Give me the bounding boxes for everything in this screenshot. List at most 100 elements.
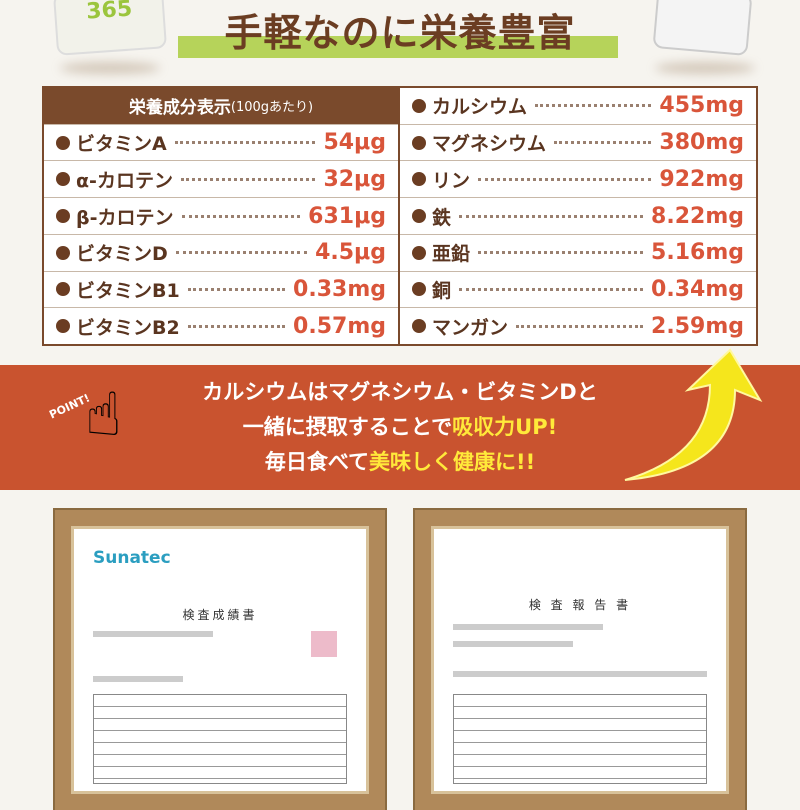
nutrient-value: 455mg [659,93,744,119]
nutrient-row: α-カロテン 32μg [44,161,398,199]
dotted-leader [181,214,301,218]
nutrition-column-right: カルシウム 455mg マグネシウム 380mg リン 922mg 鉄 8.22mg 亜鉛 5.1… [400,88,756,344]
bullet-icon [56,282,70,297]
doc-title: 検査成績書 [182,608,258,622]
title-underline [178,36,618,58]
banner-line-2: 一緒に摂取することで吸収力UP! [150,410,650,445]
dotted-leader [535,104,652,108]
dotted-leader [459,214,644,218]
nutrient-row: ビタミンB2 0.57mg [44,308,398,344]
doc-text-line [453,641,573,647]
banner-message: カルシウムはマグネシウム・ビタミンDと 一緒に摂取することで吸収力UP! 毎日食… [150,375,650,480]
nutrient-value: 0.34mg [651,276,744,302]
bullet-icon [56,209,70,224]
nutrient-row: ビタミンA 54μg [44,125,398,162]
nutrient-row: マグネシウム 380mg [400,125,756,162]
header-sub: (100gあたり) [230,100,314,116]
nutrient-row: 銅 0.34mg [400,272,756,309]
certificate-frame-2: 検 査 報 告 書 [415,510,745,810]
nutrient-name: ビタミンB1 [76,279,180,302]
nutrient-name: 鉄 [432,206,452,229]
nutrient-value: 2.59mg [651,313,744,339]
bullet-icon [412,135,426,150]
nutrition-table-header: 栄養成分表示 (100gあたり) [44,88,398,125]
nutrient-value: 0.57mg [293,313,386,339]
nutrient-value: 0.33mg [293,276,386,302]
nutrient-row: ビタミンD 4.5μg [44,235,398,272]
nutrient-row: 亜鉛 5.16mg [400,235,756,272]
doc-title: 検 査 報 告 書 [528,598,632,612]
nutrient-name: ビタミンB2 [76,316,180,339]
bullet-icon [412,319,426,334]
nutrient-row: ビタミンB1 0.33mg [44,272,398,309]
nutrient-name: 銅 [432,279,452,302]
sunatec-logo: Sunatec [93,548,171,568]
doc-table [453,694,707,784]
nutrient-row: 鉄 8.22mg [400,198,756,235]
dotted-leader [175,251,308,255]
nutrient-name: リン [432,169,471,192]
bullet-icon [56,319,70,334]
nutrition-table: 栄養成分表示 (100gあたり) ビタミンA 54μg α-カロテン 32μg β-カロテ… [42,86,758,346]
dotted-leader [516,324,644,328]
bullet-icon [56,135,70,150]
bullet-icon [56,245,70,260]
inspection-certificate: Sunatec 検査成績書 [81,536,359,784]
nutrient-row: リン 922mg [400,161,756,199]
bullet-icon [412,209,426,224]
nutrient-value: 631μg [308,203,386,229]
page-title: 手軽なのに栄養豊富 [224,11,576,55]
nutrient-name: ビタミンD [76,243,168,266]
doc-text-line [453,624,603,630]
bullet-icon [412,245,426,260]
curved-arrow-icon [624,348,763,481]
banner-line-3: 毎日食べて美味しく健康に!! [150,445,650,480]
nutrient-name: α-カロテン [76,169,173,192]
product-shadow [655,62,755,74]
bullet-icon [412,172,426,187]
nutrient-name: β-カロテン [76,206,174,229]
nutrient-value: 5.16mg [651,240,744,266]
nutrient-row: カルシウム 455mg [400,88,756,125]
nutrient-row: β-カロテン 631μg [44,198,398,235]
product-shadow [60,62,160,74]
dotted-leader [554,141,652,145]
seal-stamp [311,631,337,657]
nutrient-name: マンガン [432,316,509,339]
nutrient-name: カルシウム [432,96,528,119]
nutrient-value: 54μg [323,130,386,156]
doc-text-line [453,671,707,677]
nutrient-value: 922mg [659,166,744,192]
point-banner: POINT! ☝ カルシウムはマグネシウム・ビタミンDと 一緒に摂取することで吸… [0,348,800,490]
dotted-leader [180,177,316,181]
dotted-leader [478,177,652,181]
nutrition-column-left: 栄養成分表示 (100gあたり) ビタミンA 54μg α-カロテン 32μg β-カロテ… [44,88,400,344]
nutrient-row: マンガン 2.59mg [400,308,756,344]
doc-text-line [93,631,213,637]
pointing-hand-icon: ☝ [85,380,122,450]
nutrient-value: 32μg [323,166,386,192]
nutrient-name: 亜鉛 [432,243,471,266]
bullet-icon [56,172,70,187]
nutrient-name: ビタミンA [76,133,167,156]
dotted-leader [174,141,316,145]
doc-table [93,694,347,784]
banner-line-1: カルシウムはマグネシウム・ビタミンDと [202,380,598,404]
nutrient-value: 380mg [659,130,744,156]
header-label: 栄養成分表示 [128,98,231,119]
dotted-leader [187,287,286,291]
dotted-leader [459,287,644,291]
nutrient-name: マグネシウム [432,133,547,156]
nutrient-value: 4.5μg [315,240,386,266]
dotted-leader [187,324,286,328]
certificate-frame-1: Sunatec 検査成績書 [55,510,385,810]
nutrient-value: 8.22mg [651,203,744,229]
text: 一緒に摂取することで [242,415,453,439]
highlight-text: 美味しく健康に!! [369,450,536,474]
text: 毎日食べて [264,450,369,474]
inspection-report: 検 査 報 告 書 [441,536,719,784]
bullet-icon [412,282,426,297]
doc-text-line [93,676,183,682]
dotted-leader [478,251,644,255]
bullet-icon [412,98,426,113]
